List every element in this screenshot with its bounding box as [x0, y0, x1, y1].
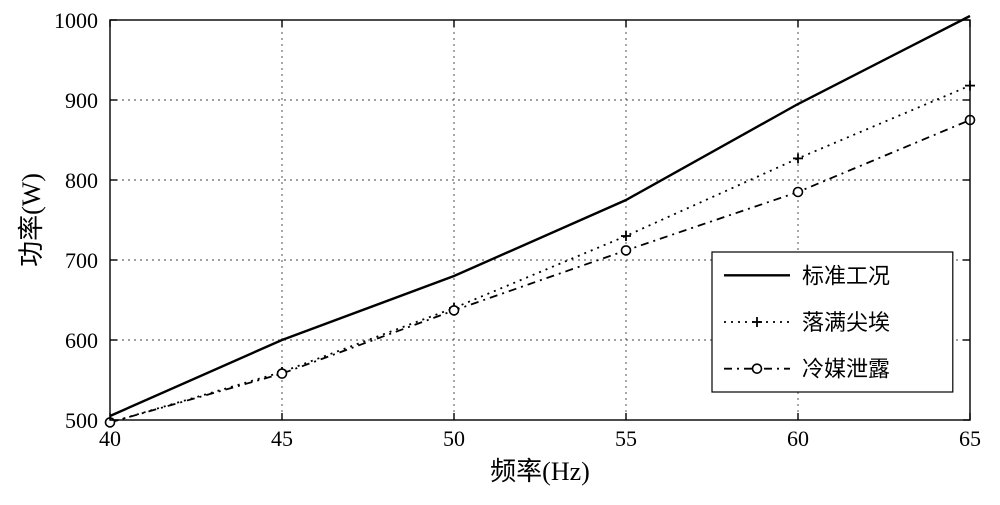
chart-container: { "chart": { "type": "line", "width": 10…: [0, 0, 1000, 505]
y-tick-label: 900: [65, 88, 98, 113]
x-tick-label: 45: [271, 426, 293, 451]
x-tick-label: 65: [959, 426, 981, 451]
x-axis-label: 频率(Hz): [490, 457, 590, 486]
y-tick-label: 700: [65, 248, 98, 273]
y-axis-label: 功率(W): [17, 173, 46, 267]
y-tick-label: 800: [65, 168, 98, 193]
y-tick-label: 600: [65, 328, 98, 353]
legend-label: 落满尖埃: [802, 310, 890, 335]
x-tick-label: 40: [99, 426, 121, 451]
y-tick-label: 500: [65, 408, 98, 433]
chart-svg: 40 45 50 55 60 65 500 600 700 800 900 1000 频率(Hz) 功率(…: [0, 0, 1000, 505]
y-tick-label: 1000: [54, 8, 98, 33]
legend-label: 标准工况: [802, 263, 890, 288]
x-tick-label: 60: [787, 426, 809, 451]
x-tick-label: 55: [615, 426, 637, 451]
legend-label: 冷媒泄露: [802, 357, 890, 382]
x-tick-label: 50: [443, 426, 465, 451]
